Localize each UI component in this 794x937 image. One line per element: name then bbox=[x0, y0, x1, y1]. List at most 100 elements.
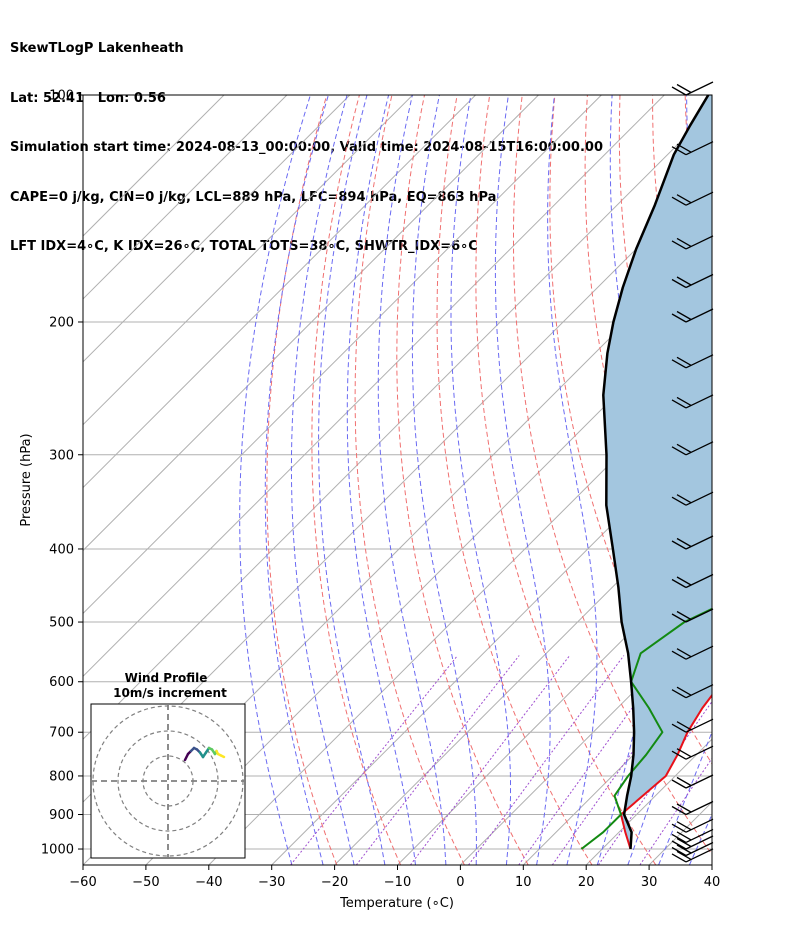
wind-barb bbox=[671, 828, 714, 843]
dry-adiabat bbox=[396, 95, 529, 865]
instability-shading bbox=[603, 95, 712, 849]
isotherm bbox=[271, 423, 712, 865]
isotherm bbox=[83, 95, 665, 678]
y-tick-label: 300 bbox=[49, 448, 74, 463]
x-tick-label: 40 bbox=[704, 875, 721, 890]
dry-adiabat bbox=[436, 95, 593, 865]
x-tick-label: 30 bbox=[641, 875, 658, 890]
wind-barbs bbox=[671, 81, 714, 863]
y-tick-label: 200 bbox=[49, 315, 74, 330]
hodograph-inset: Wind Profile 10m/s increment bbox=[90, 671, 246, 859]
temperature-line bbox=[620, 693, 712, 850]
wind-barb bbox=[671, 308, 714, 323]
isotherm bbox=[711, 864, 712, 865]
moist-adiabat bbox=[494, 95, 551, 865]
isotherm bbox=[83, 95, 414, 426]
isotherm bbox=[208, 361, 712, 865]
mixing-ratio-line bbox=[410, 655, 571, 865]
wind-barb bbox=[671, 141, 714, 156]
dry-adiabat bbox=[783, 95, 794, 865]
moist-adiabat bbox=[239, 95, 311, 865]
isotherm bbox=[83, 95, 476, 489]
y-tick-label: 900 bbox=[49, 808, 74, 823]
hodograph-subtitle: 10m/s increment bbox=[113, 686, 227, 700]
wind-barb bbox=[671, 774, 714, 789]
moist-adiabat bbox=[318, 95, 386, 865]
wind-barb bbox=[671, 235, 714, 250]
dry-adiabat bbox=[475, 95, 657, 865]
wind-barb bbox=[671, 535, 714, 550]
wind-barb bbox=[671, 441, 714, 456]
header-title: SkewTLogP Lakenheath bbox=[10, 41, 184, 56]
isotherm bbox=[334, 486, 712, 865]
wind-barb bbox=[671, 718, 714, 733]
dry-adiabat bbox=[750, 95, 794, 865]
y-tick-label: 800 bbox=[49, 769, 74, 784]
x-tick-label: 20 bbox=[578, 875, 595, 890]
x-tick-label: −10 bbox=[384, 875, 411, 890]
mixing-ratio-line bbox=[290, 655, 458, 865]
isotherm bbox=[83, 95, 602, 615]
x-tick-label: 10 bbox=[515, 875, 532, 890]
wind-barb bbox=[671, 394, 714, 409]
mixing-ratio-line bbox=[518, 655, 672, 865]
y-axis-label: Pressure (hPa) bbox=[19, 433, 34, 526]
isotherm bbox=[83, 95, 288, 300]
x-tick-label: 0 bbox=[456, 875, 464, 890]
parcel-line bbox=[602, 95, 710, 850]
isotherm bbox=[83, 95, 351, 363]
mixing-ratio-line bbox=[355, 655, 520, 865]
y-tick-label: 700 bbox=[49, 726, 74, 741]
wind-barb bbox=[671, 81, 714, 96]
isotherm bbox=[145, 298, 712, 865]
mixing-ratio-line bbox=[551, 655, 703, 865]
wind-barb bbox=[671, 745, 714, 760]
wind-barb bbox=[671, 491, 714, 506]
dewpoint-line bbox=[580, 607, 712, 850]
wind-barb bbox=[671, 841, 714, 857]
x-tick-label: −40 bbox=[195, 875, 222, 890]
hodograph-title: Wind Profile bbox=[125, 671, 208, 685]
wind-barb bbox=[671, 818, 714, 833]
x-axis-label: Temperature (∘C) bbox=[339, 896, 454, 911]
hodograph-ring bbox=[117, 730, 219, 832]
wind-barb bbox=[671, 835, 714, 850]
dry-adiabat bbox=[718, 95, 794, 865]
isotherm bbox=[83, 95, 539, 552]
y-tick-label: 400 bbox=[49, 542, 74, 557]
wind-barb bbox=[671, 573, 714, 589]
plot-area bbox=[83, 95, 794, 865]
moist-adiabat bbox=[411, 95, 477, 865]
wind-barb bbox=[671, 354, 714, 369]
axis-ticks: −60 −50 −40 −30 −20 −10 0 10 20 30 40 100 200 300 400 5… bbox=[41, 89, 720, 891]
wind-barb bbox=[671, 191, 714, 206]
x-tick-label: −50 bbox=[132, 875, 159, 890]
moist-adiabat bbox=[346, 95, 416, 865]
header-indices-energy: CAPE=0 j/kg, CIN=0 j/kg, LCL=889 hPa, LF… bbox=[10, 189, 497, 205]
x-tick-label: −30 bbox=[258, 875, 285, 890]
isotherm bbox=[397, 549, 712, 865]
x-tick-label: −20 bbox=[321, 875, 348, 890]
dry-adiabat bbox=[354, 95, 465, 865]
moist-adiabat bbox=[450, 95, 511, 865]
y-tick-label: 100 bbox=[49, 89, 74, 104]
y-tick-label: 1000 bbox=[41, 843, 74, 858]
wind-barb bbox=[671, 273, 714, 289]
moist-adiabat bbox=[264, 95, 329, 865]
isotherm bbox=[83, 95, 225, 237]
x-tick-label: −60 bbox=[69, 875, 96, 890]
y-tick-label: 500 bbox=[49, 616, 74, 631]
chart-header: SkewTLogP Lakenheath Lat: 52.41 Lon: 0.5… bbox=[10, 8, 603, 272]
dry-adiabat bbox=[266, 95, 338, 865]
wind-barb bbox=[671, 608, 714, 623]
header-location: Lat: 52.41 Lon: 0.56 bbox=[10, 90, 166, 106]
y-tick-label: 600 bbox=[49, 675, 74, 690]
isotherm bbox=[460, 612, 712, 865]
dry-adiabat bbox=[311, 95, 402, 865]
mixing-ratio-line bbox=[468, 655, 625, 865]
moist-adiabat bbox=[377, 95, 447, 865]
moist-adiabat bbox=[290, 95, 355, 865]
header-times: Simulation start time: 2024-08-13_00:00:… bbox=[10, 140, 603, 155]
wind-barb bbox=[671, 848, 714, 863]
wind-barb bbox=[671, 800, 714, 816]
